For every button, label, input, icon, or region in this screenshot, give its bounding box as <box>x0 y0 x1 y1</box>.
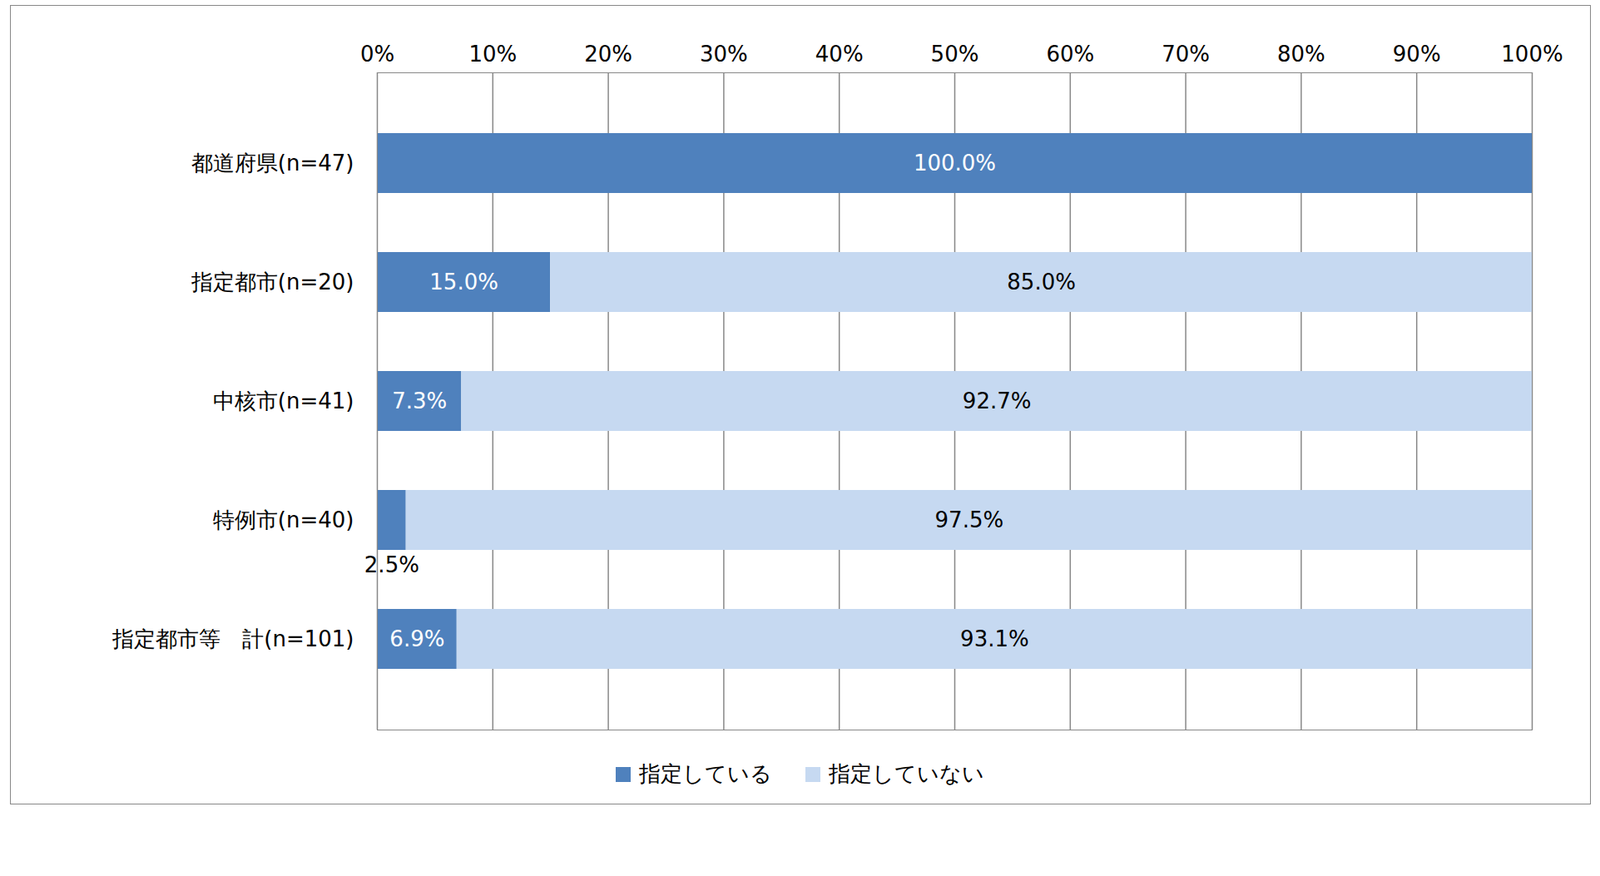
svg-text:100%: 100% <box>1500 41 1563 67</box>
svg-text:93.1%: 93.1% <box>960 626 1030 652</box>
svg-text:50%: 50% <box>930 41 979 67</box>
svg-text:60%: 60% <box>1045 41 1095 67</box>
svg-text:15.0%: 15.0% <box>429 269 499 295</box>
html-text:指定していない: 指定していない <box>828 761 985 787</box>
svg-text:100.0%: 100.0% <box>912 150 996 176</box>
svg-text:92.7%: 92.7% <box>961 388 1031 414</box>
svg-text:70%: 70% <box>1161 41 1210 67</box>
svg-text:2.5%: 2.5% <box>363 552 419 578</box>
svg-text:0%: 0% <box>359 41 394 67</box>
svg-text:85.0%: 85.0% <box>1006 269 1076 295</box>
svg-text:特例市(n=40): 特例市(n=40) <box>212 507 354 533</box>
html-text:指定している: 指定している <box>639 761 773 787</box>
svg-text:6.9%: 6.9% <box>389 626 445 652</box>
svg-text:40%: 40% <box>814 41 863 67</box>
svg-text:20%: 20% <box>584 41 633 67</box>
svg-text:指定都市(n=20): 指定都市(n=20) <box>189 269 354 295</box>
svg-text:90%: 90% <box>1391 41 1441 67</box>
svg-text:80%: 80% <box>1277 41 1326 67</box>
svg-text:30%: 30% <box>699 41 748 67</box>
svg-text:97.5%: 97.5% <box>934 507 1004 533</box>
svg-text:10%: 10% <box>468 41 517 67</box>
svg-text:中核市(n=41): 中核市(n=41) <box>212 388 354 414</box>
svg-text:指定都市等 計(n=101): 指定都市等 計(n=101) <box>111 626 354 652</box>
svg-text:都道府県(n=47): 都道府県(n=47) <box>190 150 354 176</box>
svg-text:7.3%: 7.3% <box>391 388 447 414</box>
